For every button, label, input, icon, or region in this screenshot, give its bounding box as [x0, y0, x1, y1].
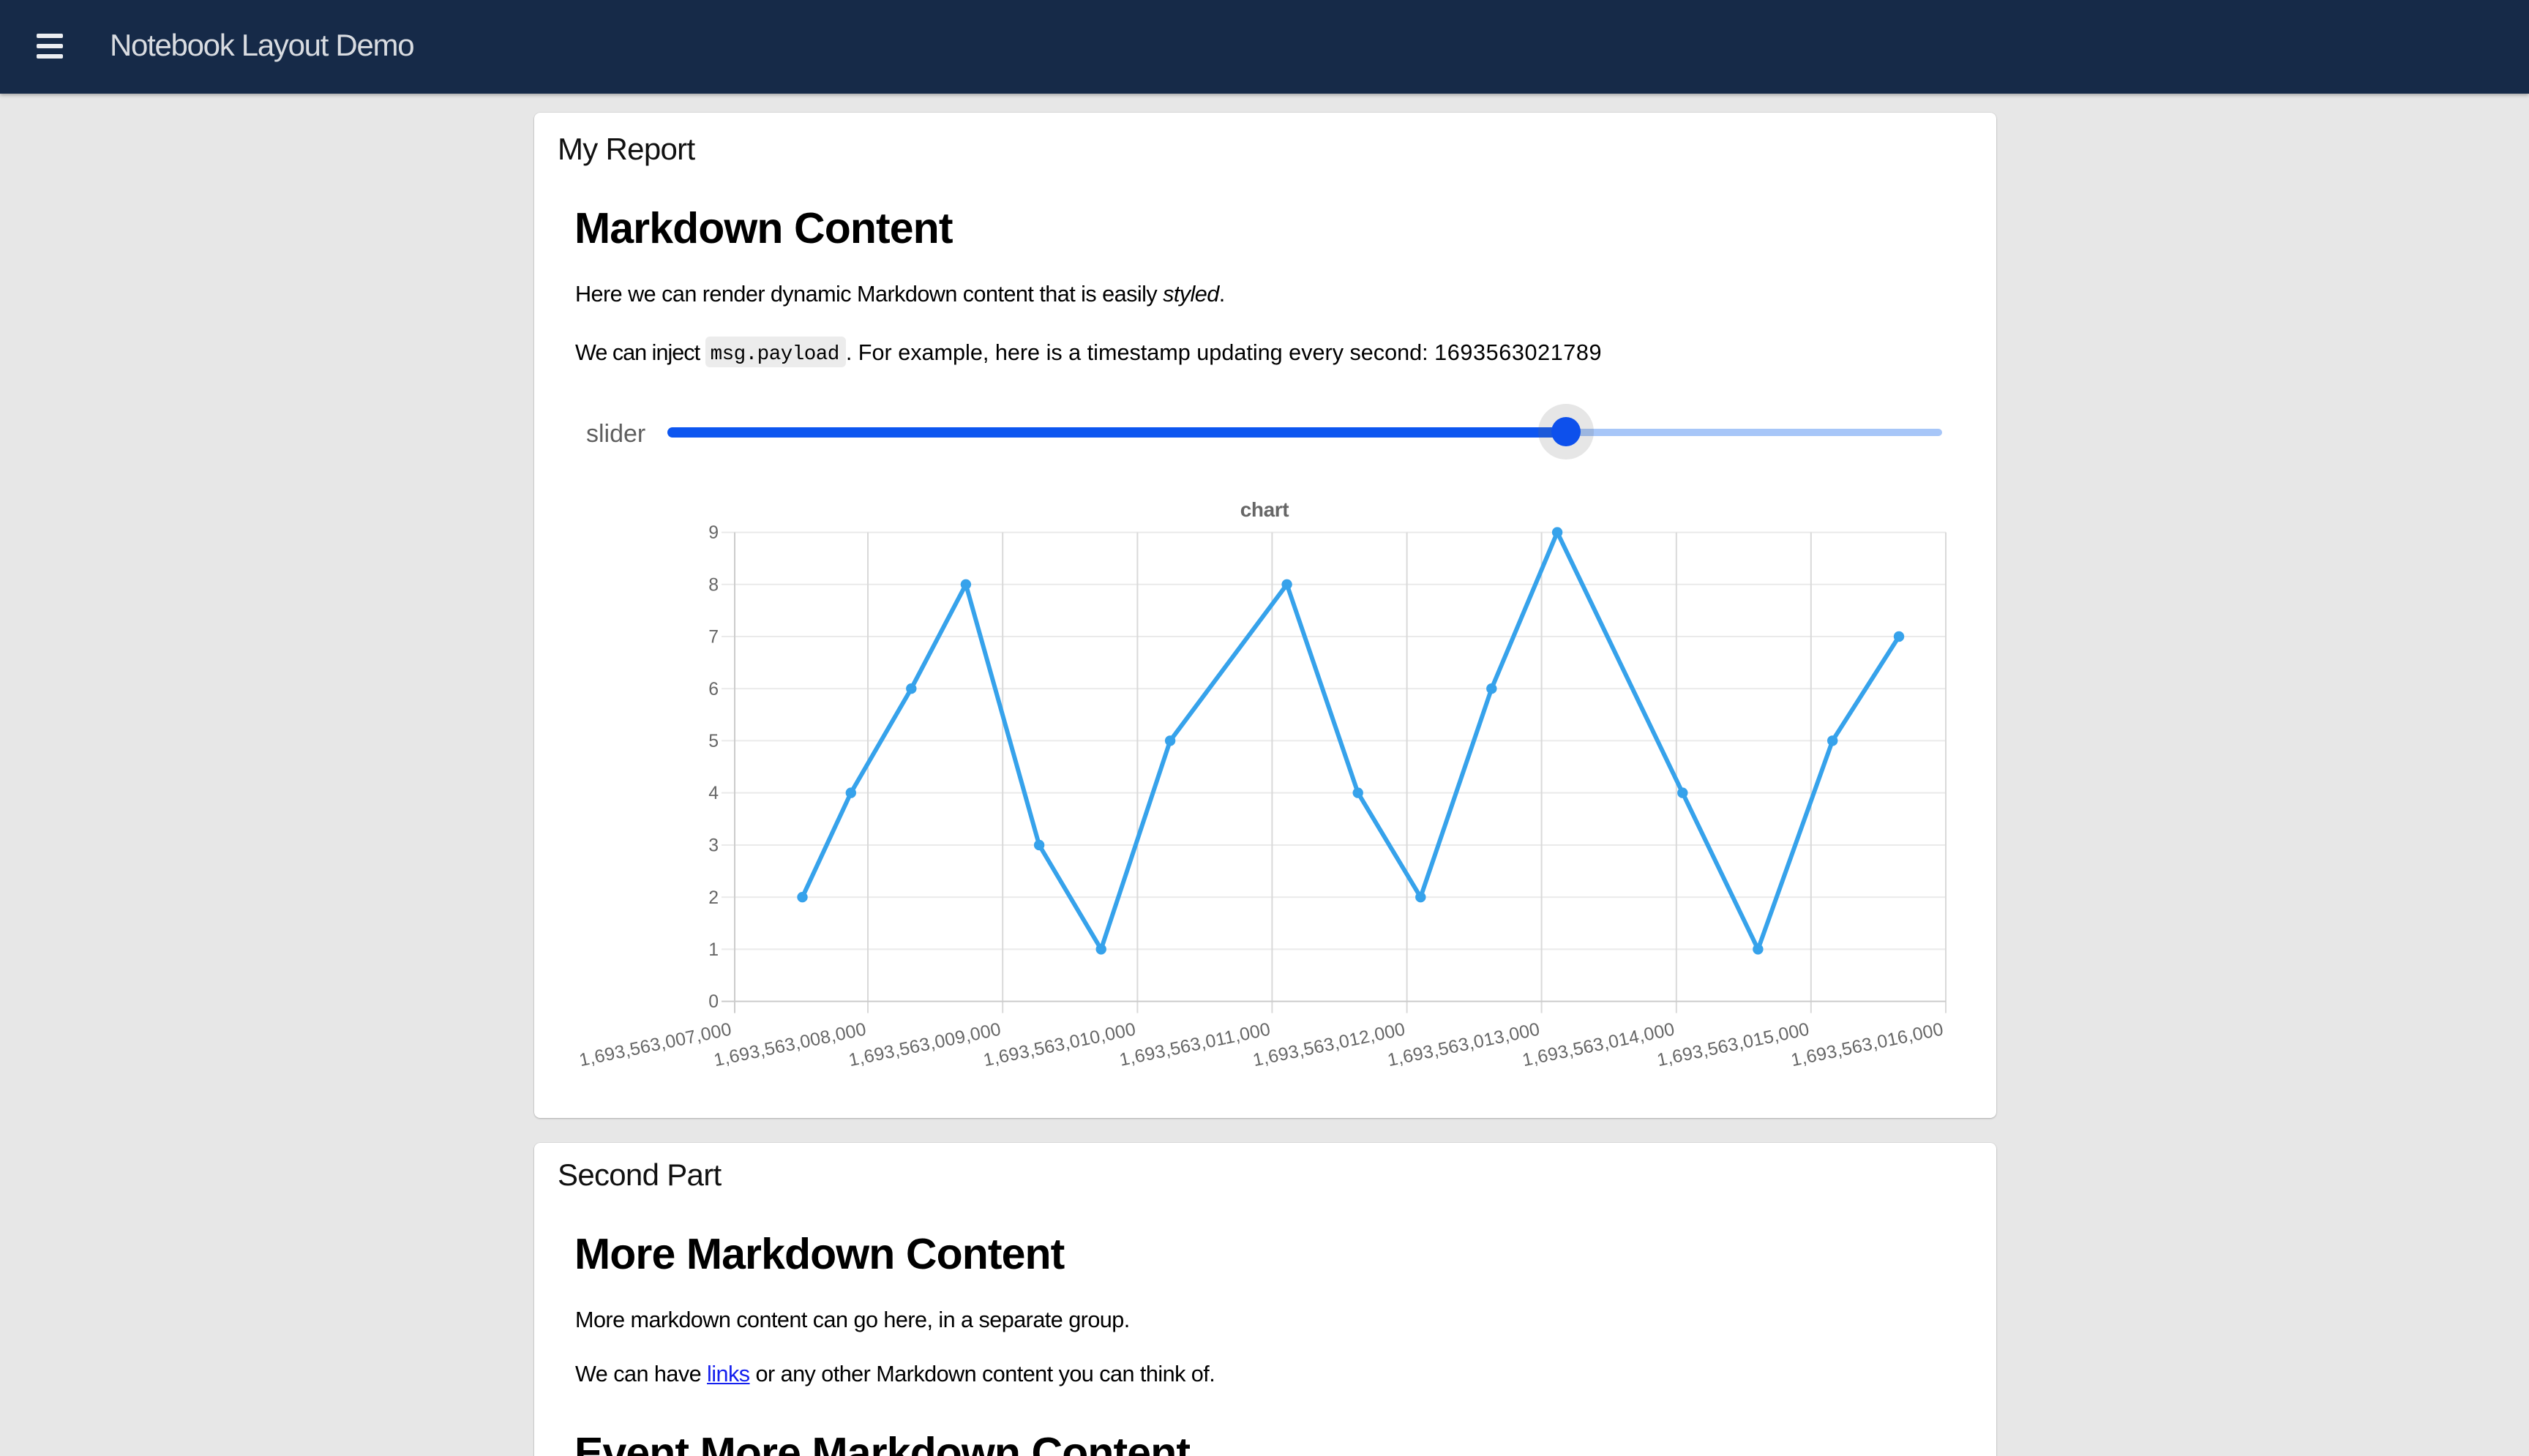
svg-text:3: 3 — [708, 836, 718, 856]
svg-text:1,693,563,015,000: 1,693,563,015,000 — [1655, 1019, 1810, 1070]
svg-text:8: 8 — [708, 575, 718, 595]
svg-text:1,693,563,007,000: 1,693,563,007,000 — [577, 1019, 733, 1070]
svg-text:6: 6 — [708, 680, 718, 699]
svg-text:5: 5 — [708, 732, 718, 751]
svg-text:4: 4 — [708, 784, 718, 803]
svg-text:chart: chart — [1240, 498, 1289, 521]
svg-text:1,693,563,014,000: 1,693,563,014,000 — [1520, 1019, 1676, 1070]
svg-text:1,693,563,012,000: 1,693,563,012,000 — [1251, 1019, 1406, 1070]
svg-text:1,693,563,009,000: 1,693,563,009,000 — [846, 1019, 1002, 1070]
svg-text:7: 7 — [708, 628, 718, 648]
svg-text:1,693,563,016,000: 1,693,563,016,000 — [1788, 1019, 1944, 1070]
svg-text:1,693,563,008,000: 1,693,563,008,000 — [711, 1019, 867, 1070]
svg-text:0: 0 — [708, 992, 718, 1012]
svg-text:9: 9 — [708, 523, 718, 543]
svg-text:1,693,563,010,000: 1,693,563,010,000 — [981, 1019, 1137, 1070]
svg-text:1,693,563,011,000: 1,693,563,011,000 — [1117, 1019, 1271, 1070]
svg-text:2: 2 — [708, 888, 718, 908]
svg-text:1,693,563,013,000: 1,693,563,013,000 — [1385, 1019, 1541, 1070]
svg-text:1: 1 — [708, 940, 718, 960]
